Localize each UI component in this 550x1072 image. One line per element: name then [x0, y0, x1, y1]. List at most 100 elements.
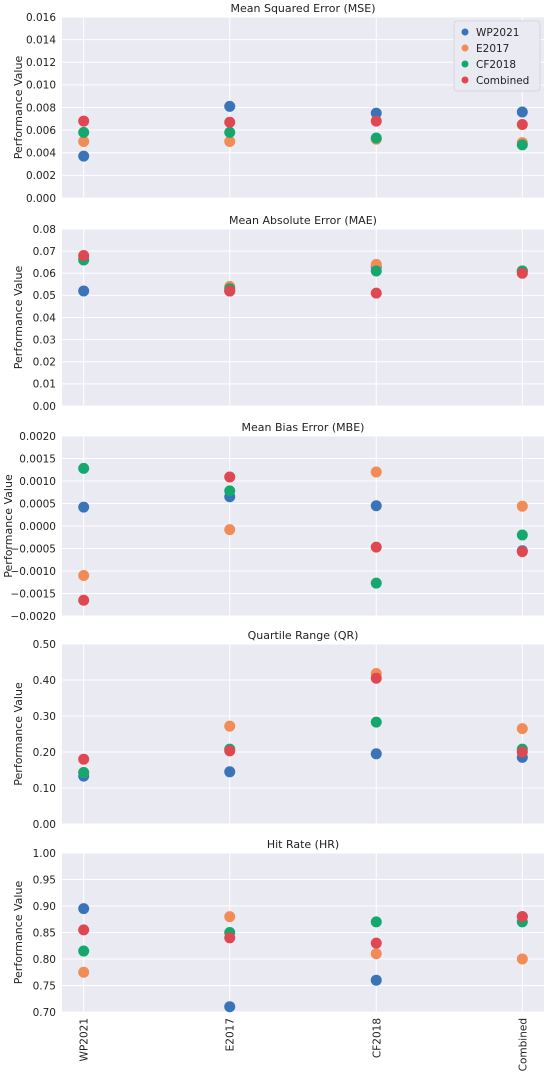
data-point-cf2018-cf2018 — [370, 132, 382, 144]
data-point-e2017-cf2018 — [370, 466, 382, 478]
data-point-combined-cf2018 — [370, 672, 382, 684]
data-point-wp2021-e2017 — [224, 766, 236, 778]
legend-marker — [461, 76, 469, 84]
data-point-wp2021-cf2018 — [370, 500, 382, 512]
y-tick-label: 0.80 — [33, 954, 56, 966]
data-point-e2017-e2017 — [224, 911, 236, 923]
data-point-combined-cf2018 — [370, 541, 382, 553]
y-tick-label: 0.004 — [26, 148, 56, 160]
data-point-wp2021-wp2021 — [78, 903, 90, 915]
chart-title: Mean Absolute Error (MAE) — [229, 214, 377, 227]
data-point-cf2018-e2017 — [224, 126, 236, 138]
data-point-wp2021-e2017 — [224, 100, 236, 112]
y-tick-label: 0.012 — [26, 57, 56, 69]
data-point-cf2018-cf2018 — [370, 716, 382, 728]
legend-marker — [461, 44, 469, 52]
data-point-combined-wp2021 — [78, 594, 90, 606]
data-point-cf2018-e2017 — [224, 485, 236, 497]
chart-title: Mean Squared Error (MSE) — [231, 2, 376, 15]
y-tick-label: 0.008 — [26, 102, 56, 114]
data-point-combined-e2017 — [224, 116, 236, 128]
y-tick-label: 1.00 — [33, 848, 56, 860]
data-point-combined-wp2021 — [78, 250, 90, 262]
chart-panel-4: 0.00 0.10 0.20 0.30 0.40 0.50 Quartile Range (… — [12, 629, 544, 831]
data-point-cf2018-combined — [516, 529, 528, 541]
data-point-e2017-cf2018 — [370, 948, 382, 960]
data-point-cf2018-wp2021 — [78, 945, 90, 957]
y-tick-label: 0.70 — [33, 1007, 56, 1019]
y-tick-label: 0.95 — [33, 874, 56, 886]
data-point-combined-combined — [516, 267, 528, 279]
y-tick-label: 0.07 — [33, 246, 56, 258]
y-tick-label: 0.016 — [26, 12, 56, 24]
legend-box — [453, 20, 541, 92]
data-point-combined-combined — [516, 118, 528, 130]
data-point-cf2018-wp2021 — [78, 126, 90, 138]
y-tick-label: −0.0015 — [10, 588, 56, 600]
data-point-combined-cf2018 — [370, 115, 382, 127]
y-axis-label: Performance Value — [12, 682, 25, 786]
data-point-e2017-combined — [516, 723, 528, 735]
y-tick-label: 0.03 — [33, 334, 56, 346]
y-tick-label: 0.30 — [33, 711, 56, 723]
data-point-wp2021-wp2021 — [78, 501, 90, 513]
y-tick-label: 0.010 — [26, 80, 56, 92]
data-point-wp2021-cf2018 — [370, 974, 382, 986]
chart-panel-2: 0.00 0.01 0.02 0.03 0.04 0.05 0.06 0.07 0.08 Mean… — [12, 214, 544, 413]
y-tick-label: 0.02 — [33, 357, 56, 369]
data-point-combined-cf2018 — [370, 937, 382, 949]
legend-label: CF2018 — [476, 59, 516, 71]
data-point-cf2018-cf2018 — [370, 577, 382, 589]
legend-label: E2017 — [476, 43, 509, 55]
data-point-wp2021-cf2018 — [370, 107, 382, 119]
chart-panel-1: 0.000 0.002 0.004 0.006 0.008 0.010 0.012 0.014… — [12, 2, 544, 205]
data-point-e2017-e2017 — [224, 524, 236, 536]
data-point-cf2018-wp2021 — [78, 767, 90, 779]
chart-title: Mean Bias Error (MBE) — [242, 421, 365, 434]
data-point-combined-e2017 — [224, 745, 236, 757]
y-tick-label: 0.0015 — [19, 453, 56, 465]
y-tick-label: 0.0020 — [19, 431, 56, 443]
data-point-combined-combined — [516, 546, 528, 558]
x-tick-label: Combined — [517, 1018, 529, 1071]
chart-title: Hit Rate (HR) — [267, 838, 339, 851]
data-point-wp2021-e2017 — [224, 1001, 236, 1013]
data-point-combined-combined — [516, 911, 528, 923]
data-point-e2017-wp2021 — [78, 135, 90, 147]
x-tick-label: CF2018 — [371, 1018, 383, 1058]
data-point-e2017-wp2021 — [78, 966, 90, 978]
plot-area — [62, 644, 544, 824]
y-tick-label: 0.00 — [33, 401, 56, 413]
data-point-wp2021-combined — [516, 106, 528, 118]
legend-label: Combined — [476, 75, 529, 87]
data-point-combined-wp2021 — [78, 753, 90, 765]
legend-marker — [461, 28, 469, 36]
data-point-combined-wp2021 — [78, 115, 90, 127]
data-point-e2017-combined — [516, 500, 528, 512]
y-tick-label: 0.002 — [26, 170, 56, 182]
y-tick-label: 0.00 — [33, 819, 56, 831]
data-point-combined-combined — [516, 746, 528, 758]
data-point-combined-e2017 — [224, 932, 236, 944]
data-point-combined-e2017 — [224, 285, 236, 297]
chart-title: Quartile Range (QR) — [248, 629, 359, 642]
y-tick-label: 0.05 — [33, 290, 56, 302]
data-point-combined-cf2018 — [370, 287, 382, 299]
y-tick-label: −0.0005 — [10, 543, 56, 555]
legend-label: WP2021 — [476, 27, 519, 39]
y-tick-label: 0.04 — [33, 312, 57, 324]
y-axis-label: Performance Value — [12, 881, 25, 985]
y-tick-label: 0.85 — [33, 927, 56, 939]
y-tick-label: −0.0010 — [10, 566, 56, 578]
y-tick-label: 0.20 — [33, 747, 56, 759]
y-tick-label: 0.75 — [33, 980, 56, 992]
y-tick-label: 0.000 — [26, 193, 56, 205]
data-point-cf2018-combined — [516, 139, 528, 151]
y-tick-label: 0.50 — [33, 639, 56, 651]
data-point-combined-wp2021 — [78, 924, 90, 936]
y-axis-label: Performance Value — [12, 266, 25, 370]
data-point-wp2021-wp2021 — [78, 150, 90, 162]
chart-panel-5: 0.70 0.75 0.80 0.85 0.90 0.95 1.00 Hit Rate (HR… — [12, 838, 544, 1071]
legend: WP2021 E2017 CF2018 Combined — [453, 20, 541, 92]
